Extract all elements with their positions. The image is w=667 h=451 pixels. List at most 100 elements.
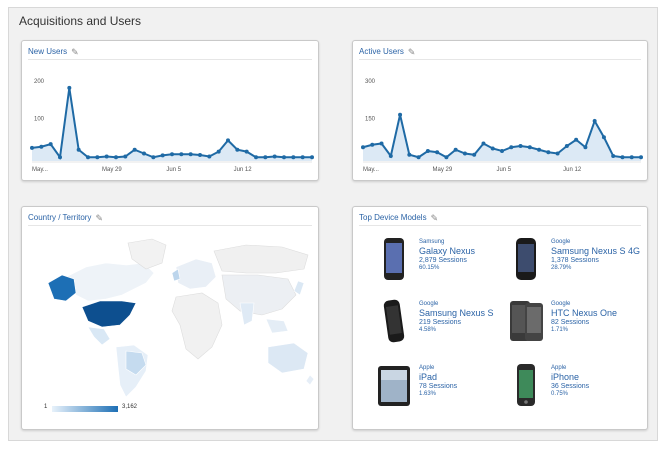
device-item[interactable]: Samsung Galaxy Nexus 2,879 Sessions 60.1… xyxy=(381,237,521,283)
map-alaska[interactable] xyxy=(47,274,77,302)
devices-title[interactable]: Top Device Models xyxy=(359,213,427,222)
device-brand: Apple xyxy=(551,365,567,371)
new-users-title[interactable]: New Users xyxy=(28,47,68,56)
device-item[interactable]: Google Samsung Nexus S 219 Sessions 4.58… xyxy=(381,299,521,345)
map-russia[interactable] xyxy=(213,244,309,274)
world-map[interactable] xyxy=(26,229,316,399)
device-sessions: 36 Sessions xyxy=(551,383,590,390)
map-uk[interactable] xyxy=(171,268,181,282)
data-point xyxy=(555,151,560,156)
data-point xyxy=(388,154,393,158)
x-tick-label: Jun 12 xyxy=(234,167,253,173)
data-point xyxy=(76,147,81,152)
edit-icon[interactable]: ✎ xyxy=(71,46,79,57)
data-point xyxy=(639,155,643,160)
data-point xyxy=(198,153,202,157)
data-point xyxy=(537,147,542,152)
data-point xyxy=(160,153,165,158)
data-point xyxy=(592,119,597,123)
device-item[interactable]: Apple iPhone 36 Sessions 0.75% xyxy=(513,363,653,409)
x-tick-label: May... xyxy=(363,167,379,173)
map-australia[interactable] xyxy=(267,342,309,374)
device-model[interactable]: HTC Nexus One xyxy=(551,308,618,318)
divider xyxy=(359,225,641,226)
map-india[interactable] xyxy=(239,302,255,326)
data-point xyxy=(30,145,34,150)
map-brazil[interactable] xyxy=(125,350,147,376)
active-users-widget: Active Users ✎ 150 300 May... May 29 Jun 5 Ju… xyxy=(352,40,648,181)
data-point xyxy=(425,149,430,153)
phone-icon xyxy=(516,238,536,280)
device-percent: 1.71% xyxy=(551,327,569,333)
device-brand: Samsung xyxy=(419,239,445,245)
edit-icon[interactable]: ✎ xyxy=(407,46,416,57)
device-item[interactable]: Google Samsung Nexus S 4G 1,378 Sessions… xyxy=(513,237,653,283)
map-japan[interactable] xyxy=(293,280,305,296)
x-tick-label: May... xyxy=(32,167,48,173)
device-model[interactable]: Samsung Nexus S xyxy=(419,308,494,318)
active-users-title[interactable]: Active Users xyxy=(359,47,404,56)
data-point xyxy=(620,155,625,160)
device-item[interactable]: Google HTC Nexus One 82 Sessions 1.71% xyxy=(509,299,649,345)
phone-icon xyxy=(510,301,543,341)
devices-widget: Top Device Models ✎ Samsung Galaxy Nexus… xyxy=(352,206,648,430)
data-point xyxy=(462,151,467,156)
data-point xyxy=(95,155,100,160)
data-point xyxy=(629,155,634,160)
map-greenland[interactable] xyxy=(127,238,167,270)
map-usa[interactable] xyxy=(81,300,137,328)
map-asia[interactable] xyxy=(221,274,297,316)
data-point xyxy=(170,152,174,157)
data-point xyxy=(179,152,184,157)
y-tick-label: 100 xyxy=(34,117,45,123)
data-point xyxy=(216,149,221,154)
device-percent: 4.58% xyxy=(419,327,437,333)
legend-min: 1 xyxy=(44,404,48,410)
device-model[interactable]: Galaxy Nexus xyxy=(419,246,476,256)
dashboard-panel: Acquisitions and Users New Users ✎ 100 20… xyxy=(8,7,658,441)
data-point xyxy=(300,155,305,160)
device-brand: Google xyxy=(551,301,571,307)
map-europe[interactable] xyxy=(175,258,217,290)
device-brand: Apple xyxy=(419,365,435,371)
data-point xyxy=(263,155,268,160)
new-users-chart: 100 200 May... May 29 Jun 5 Jun 12 xyxy=(30,79,314,173)
data-point xyxy=(39,144,44,149)
data-point xyxy=(244,149,249,154)
device-model[interactable]: Samsung Nexus S 4G xyxy=(551,246,641,256)
x-tick-label: Jun 12 xyxy=(563,167,582,173)
edit-icon[interactable]: ✎ xyxy=(95,212,103,223)
map-nz[interactable] xyxy=(305,374,315,386)
data-point xyxy=(67,85,72,90)
map-mexico[interactable] xyxy=(87,326,111,346)
data-point xyxy=(86,155,90,160)
device-item[interactable]: Apple iPad 78 Sessions 1.63% xyxy=(377,363,517,409)
data-point xyxy=(58,155,62,160)
device-percent: 1.63% xyxy=(419,391,437,397)
device-percent: 60.15% xyxy=(419,265,440,271)
x-tick-label: Jun 5 xyxy=(166,167,181,173)
device-sessions: 82 Sessions xyxy=(551,319,590,326)
data-point xyxy=(481,141,486,146)
map-africa[interactable] xyxy=(171,292,223,360)
device-model[interactable]: iPad xyxy=(419,372,438,382)
device-brand: Google xyxy=(419,301,439,307)
data-point xyxy=(370,142,375,147)
data-point xyxy=(114,155,118,160)
data-point xyxy=(453,147,458,152)
divider xyxy=(359,59,641,60)
data-point xyxy=(151,155,156,160)
new-users-widget: New Users ✎ 100 200 May... May 29 Jun 5 Jun 1… xyxy=(21,40,319,181)
series-area xyxy=(363,114,641,161)
data-point xyxy=(282,155,286,160)
data-point xyxy=(407,152,412,157)
device-percent: 0.75% xyxy=(551,391,569,397)
device-model[interactable]: iPhone xyxy=(551,372,580,382)
data-point xyxy=(188,152,193,157)
map-canada[interactable] xyxy=(65,262,155,302)
device-sessions: 2,879 Sessions xyxy=(419,257,467,264)
edit-icon[interactable]: ✎ xyxy=(430,212,439,223)
map-se-asia[interactable] xyxy=(265,318,289,334)
device-sessions: 1,378 Sessions xyxy=(551,257,599,264)
country-title[interactable]: Country / Territory xyxy=(28,213,92,222)
